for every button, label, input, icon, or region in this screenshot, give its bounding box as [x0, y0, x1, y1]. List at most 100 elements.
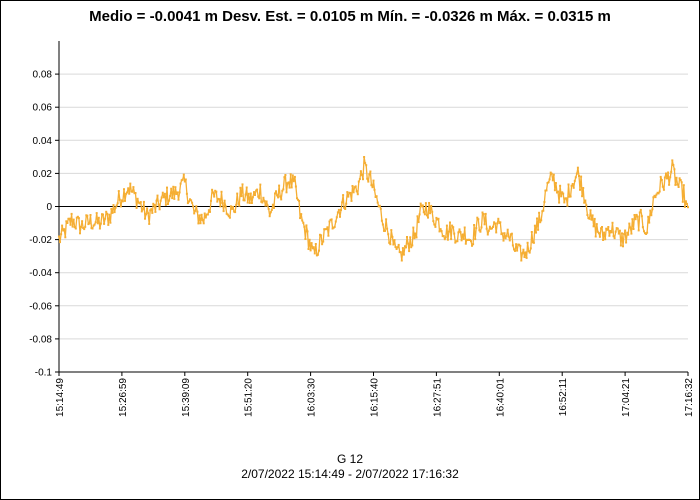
data-point [559, 184, 562, 187]
y-tick-label: 0.04 [33, 136, 53, 147]
data-point [530, 231, 533, 233]
data-point [581, 195, 584, 198]
data-point [558, 201, 561, 204]
data-point [372, 179, 375, 182]
data-point [300, 213, 303, 216]
data-point [456, 240, 459, 243]
data-point [557, 190, 559, 193]
data-point [489, 227, 492, 230]
data-point [563, 201, 566, 204]
data-point [106, 212, 109, 215]
data-point [365, 164, 368, 167]
data-point [433, 223, 436, 226]
data-point [83, 228, 86, 231]
data-point [667, 171, 670, 174]
data-point [576, 166, 579, 169]
data-point [491, 227, 493, 230]
data-point [578, 175, 580, 177]
data-point [430, 204, 433, 207]
data-point [190, 199, 193, 202]
data-point [468, 239, 471, 241]
data-point [232, 205, 234, 208]
data-point [228, 216, 231, 219]
data-point [199, 222, 202, 225]
data-point [459, 231, 462, 234]
data-point [66, 222, 69, 224]
data-point [657, 192, 660, 195]
data-point [328, 220, 331, 223]
data-point [591, 214, 594, 217]
data-point [436, 218, 439, 221]
data-point [631, 218, 634, 221]
data-point [414, 232, 417, 235]
data-point [131, 190, 134, 193]
data-point [551, 179, 554, 182]
data-point [244, 193, 247, 196]
data-point [387, 233, 390, 236]
data-point [627, 233, 630, 236]
data-point [552, 173, 555, 176]
data-point [549, 171, 552, 174]
data-point [196, 210, 199, 213]
data-point [487, 229, 490, 232]
data-point [384, 229, 386, 232]
data-point [274, 192, 276, 195]
x-tick-label: 15:51:20 [244, 378, 255, 417]
data-point [58, 235, 60, 238]
data-point [367, 180, 370, 183]
data-point [495, 231, 498, 234]
data-point [358, 178, 361, 180]
data-point [543, 201, 546, 203]
data-point [299, 217, 302, 220]
data-point [257, 195, 260, 198]
data-point [546, 182, 549, 184]
data-point [645, 233, 648, 235]
data-point [189, 198, 191, 201]
data-point [520, 259, 523, 262]
data-point [177, 198, 180, 201]
data-point [286, 182, 289, 185]
data-point [568, 195, 571, 198]
data-point [293, 175, 296, 178]
data-point [258, 197, 261, 200]
data-point [97, 216, 100, 219]
data-point [229, 205, 232, 208]
data-point [480, 226, 483, 229]
data-point [603, 231, 606, 234]
data-point [486, 233, 489, 236]
data-point [145, 213, 147, 216]
data-point [542, 209, 545, 212]
data-point [473, 224, 476, 226]
data-point [345, 202, 348, 205]
data-point [413, 237, 416, 240]
data-point [330, 218, 333, 221]
data-point [141, 208, 144, 211]
data-point [280, 198, 283, 201]
data-point [355, 190, 358, 193]
y-tick-label: 0.06 [33, 103, 53, 114]
data-point [526, 241, 529, 244]
data-point [399, 251, 402, 254]
data-point [619, 244, 622, 247]
data-point [638, 211, 641, 214]
data-point [210, 199, 212, 202]
data-point [564, 197, 567, 200]
data-point [632, 228, 635, 230]
series-name-label: G 12 [336, 452, 363, 466]
data-point [268, 215, 271, 218]
data-point [505, 234, 508, 237]
data-point [236, 192, 239, 195]
data-point [77, 217, 80, 220]
data-point [381, 223, 384, 226]
data-point [194, 209, 197, 212]
data-point [460, 239, 463, 242]
data-point [515, 243, 518, 246]
data-point [146, 207, 149, 210]
data-point [344, 208, 347, 210]
data-point [321, 243, 324, 246]
data-point [59, 241, 61, 244]
data-point [550, 172, 553, 175]
data-point [410, 246, 413, 249]
data-point [647, 215, 650, 218]
x-tick-label: 16:15:40 [370, 378, 381, 417]
